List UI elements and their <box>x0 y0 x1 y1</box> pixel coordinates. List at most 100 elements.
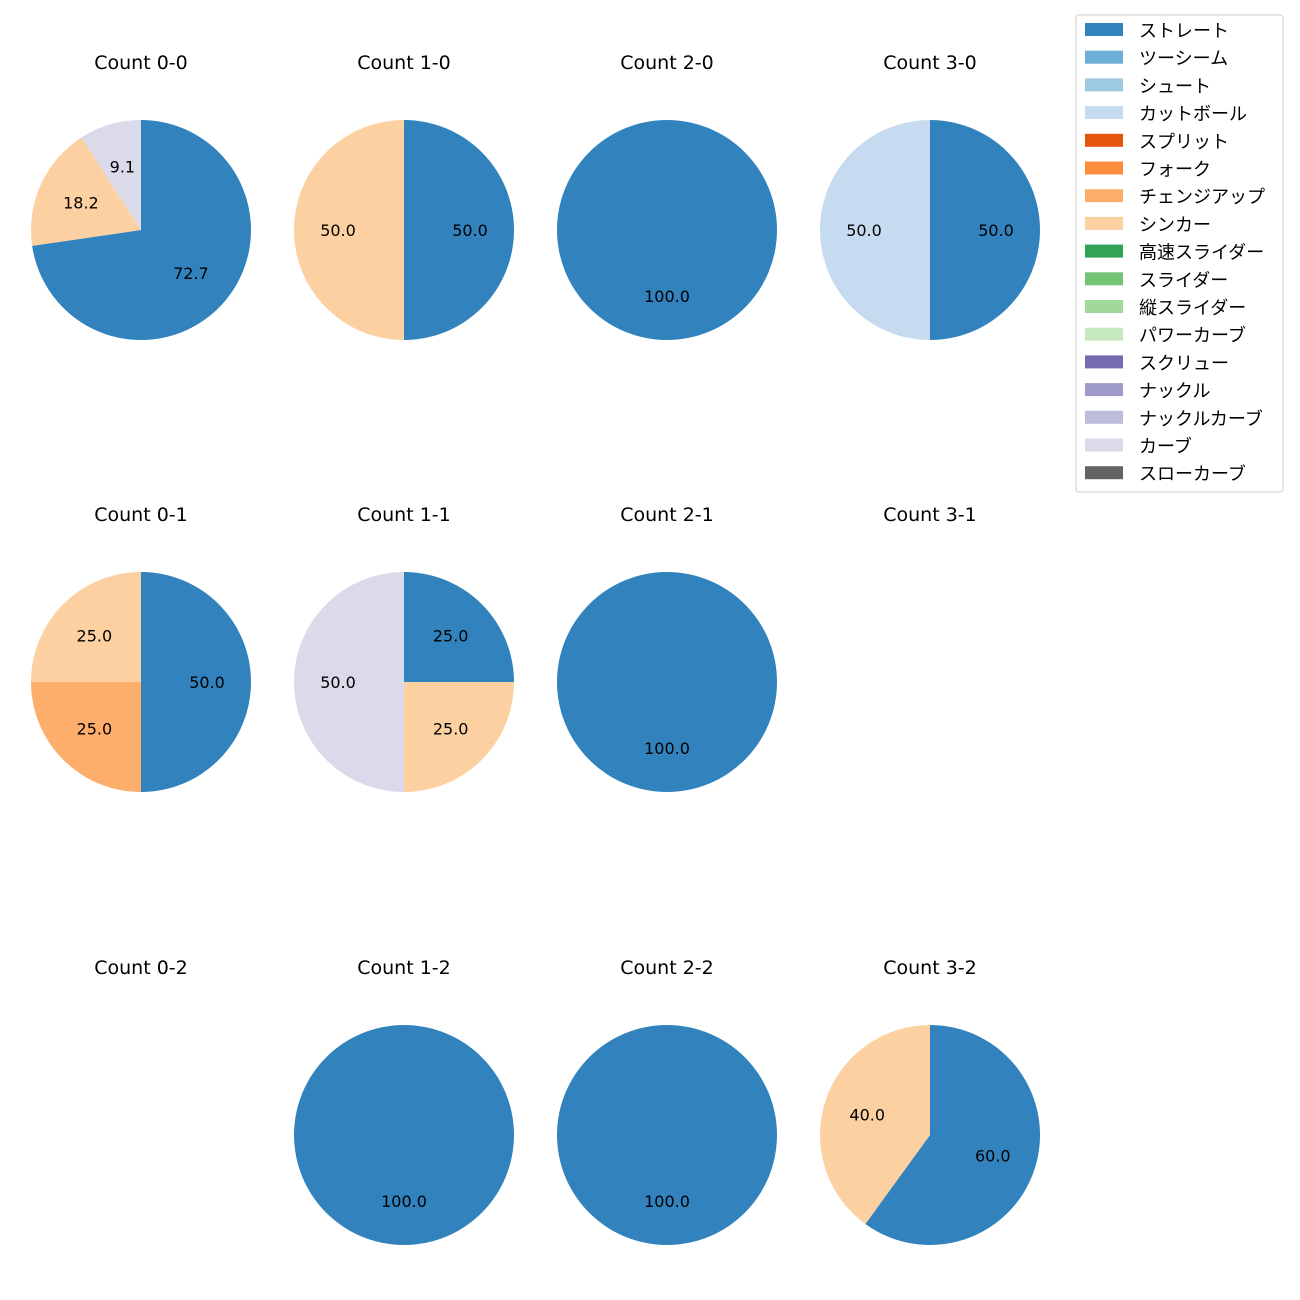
legend-swatch <box>1085 244 1123 258</box>
legend-swatch <box>1085 438 1123 452</box>
pie-slice <box>31 682 141 792</box>
legend-label: シンカー <box>1139 215 1211 236</box>
pie-slice <box>820 120 930 340</box>
slice-label: 25.0 <box>77 720 113 739</box>
pie-slice <box>820 1025 930 1224</box>
legend-label: カーブ <box>1139 436 1192 458</box>
slice-label: 50.0 <box>320 673 356 692</box>
slice-label: 50.0 <box>846 221 882 240</box>
pie-slice <box>865 1025 1040 1245</box>
slice-label: 60.0 <box>975 1146 1011 1165</box>
pie-chart: Count 2-2 100.0 <box>557 957 777 1245</box>
pie-slice <box>404 682 514 792</box>
legend-swatch <box>1085 189 1123 203</box>
pie-slice <box>31 572 141 682</box>
legend-label: ナックル <box>1139 381 1210 402</box>
pie-slice <box>294 572 404 792</box>
chart-title: Count 0-1 <box>94 504 188 526</box>
slice-label: 40.0 <box>849 1106 885 1125</box>
legend-swatch <box>1085 216 1123 230</box>
slice-label: 25.0 <box>77 626 113 645</box>
legend-label: ツーシーム <box>1139 49 1228 70</box>
chart-title: Count 3-1 <box>883 504 977 526</box>
pie-chart: Count 0-0 72.7 18.2 9.1 <box>30 52 252 340</box>
legend-swatch <box>1085 272 1123 286</box>
pie-slice <box>404 572 514 682</box>
legend-label: 縦スライダー <box>1139 298 1246 319</box>
legend-label: スクリュー <box>1139 353 1229 374</box>
legend-swatch <box>1085 383 1123 397</box>
chart-title: Count 1-2 <box>357 957 451 979</box>
legend-label: パワーカーブ <box>1139 325 1246 347</box>
chart-title: Count 2-1 <box>620 504 714 526</box>
legend-label: 高速スライダー <box>1139 243 1264 264</box>
chart-title: Count 3-2 <box>883 957 977 979</box>
legend-label: カットボール <box>1139 104 1247 125</box>
legend-swatch <box>1085 23 1123 36</box>
pie-slice <box>930 120 1040 340</box>
legend-label: シュート <box>1139 76 1211 97</box>
slice-label: 100.0 <box>644 287 690 306</box>
pie-chart: Count 2-1 100.0 <box>557 504 777 792</box>
chart-title: Count 3-0 <box>883 52 977 74</box>
slice-label: 100.0 <box>381 1192 427 1211</box>
pie-chart: Count 1-0 50.0 50.0 <box>294 52 514 340</box>
slice-label: 50.0 <box>320 221 356 240</box>
chart-title: Count 0-0 <box>94 52 188 74</box>
pie-chart: Count 1-2 100.0 <box>294 957 514 1245</box>
legend: ストレートツーシームシュートカットボールスプリットフォークチェンジアップシンカー… <box>1075 14 1284 493</box>
pie-slice <box>294 1025 514 1245</box>
pie-chart: Count 3-0 50.0 50.0 <box>820 52 1040 340</box>
chart-title: Count 2-0 <box>620 52 714 74</box>
pie-slice <box>141 572 251 792</box>
pie-chart: Count 0-1 50.0 25.0 25.0 <box>31 504 251 792</box>
legend-swatch <box>1085 78 1123 92</box>
chart-title: Count 0-2 <box>94 957 188 979</box>
legend-swatch <box>1085 106 1123 120</box>
legend-frame <box>1075 14 1284 493</box>
slice-label: 50.0 <box>978 221 1014 240</box>
slice-label: 18.2 <box>63 194 99 213</box>
legend-label: チェンジアップ <box>1139 187 1265 208</box>
pie-slice <box>557 120 777 340</box>
pie-chart: Count 3-2 60.0 40.0 <box>820 957 1040 1245</box>
pie-slice <box>30 137 141 246</box>
chart-title: Count 1-0 <box>357 52 451 74</box>
slice-label: 9.1 <box>110 158 135 177</box>
legend-swatch <box>1085 50 1123 64</box>
legend-swatch <box>1085 133 1123 147</box>
legend-swatch <box>1085 466 1123 480</box>
legend-label: ストレート <box>1139 21 1229 42</box>
legend-swatch <box>1085 410 1123 424</box>
slice-label: 72.7 <box>173 264 209 283</box>
legend-swatch <box>1085 327 1123 341</box>
legend-label: スライダー <box>1139 270 1228 291</box>
pie-slice <box>404 120 514 340</box>
legend-label: スプリット <box>1139 132 1229 153</box>
pie-slice <box>557 572 777 792</box>
slice-label: 25.0 <box>433 720 469 739</box>
legend-label: スローカーブ <box>1139 463 1246 485</box>
pie-slice <box>557 1025 777 1245</box>
slice-label: 100.0 <box>644 739 690 758</box>
pie-slice <box>294 120 404 340</box>
pie-chart: Count 2-0 100.0 <box>557 52 777 340</box>
legend-swatch <box>1085 355 1123 369</box>
pie-chart: Count 1-1 25.0 25.0 50.0 <box>294 504 514 792</box>
slice-label: 50.0 <box>189 673 225 692</box>
chart-title: Count 1-1 <box>357 504 451 526</box>
chart-title: Count 2-2 <box>620 957 714 979</box>
legend-label: フォーク <box>1139 160 1211 181</box>
pie-slice <box>81 120 141 230</box>
legend-label: ナックルカーブ <box>1139 408 1263 430</box>
pie-slice <box>32 120 252 340</box>
pie-chart: Count 3-1 <box>883 504 977 526</box>
slice-label: 25.0 <box>433 626 469 645</box>
slice-label: 100.0 <box>644 1192 690 1211</box>
legend-swatch <box>1085 300 1123 313</box>
pie-chart: Count 0-2 <box>94 957 188 979</box>
slice-label: 50.0 <box>452 221 488 240</box>
legend-swatch <box>1085 161 1123 175</box>
